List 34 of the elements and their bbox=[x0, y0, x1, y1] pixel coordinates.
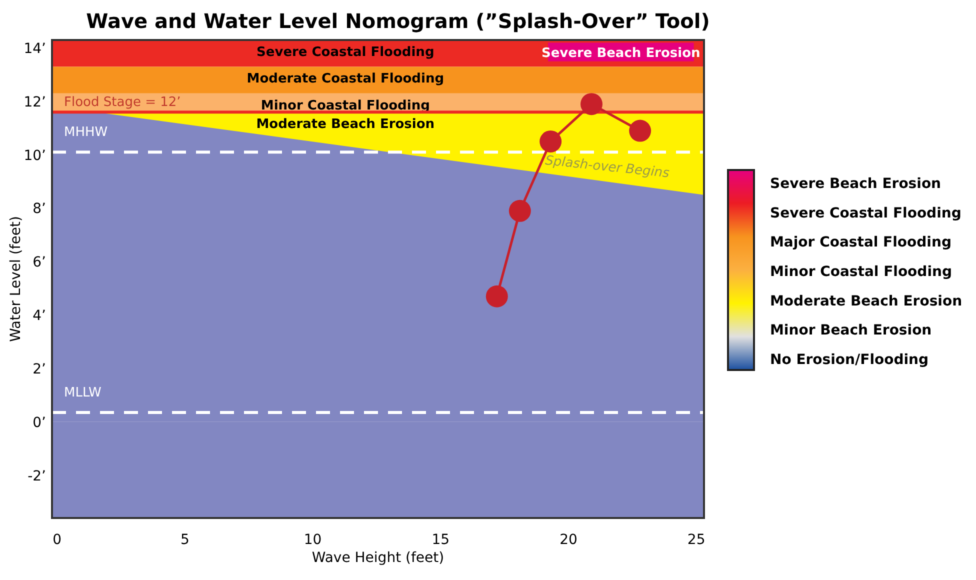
y-tick-label: 2’ bbox=[32, 361, 46, 378]
x-tick-label: 25 bbox=[687, 532, 706, 548]
x-tick-label: 20 bbox=[560, 532, 578, 548]
y-tick-label: 14’ bbox=[24, 41, 46, 58]
y-tick-label: -2’ bbox=[28, 468, 46, 484]
y-tick-label: 12’ bbox=[24, 94, 46, 110]
text: Minor Coastal Flooding bbox=[770, 264, 952, 280]
text: Minor Beach Erosion bbox=[770, 322, 932, 339]
band-label: Moderate Coastal Flooding bbox=[246, 72, 444, 87]
chart-title: Wave and Water Level Nomogram (”Splash-Over” Tool) bbox=[86, 9, 710, 33]
y-tick-label: 6’ bbox=[32, 254, 46, 271]
y-tick-label: 0’ bbox=[32, 414, 46, 431]
text: Major Coastal Flooding bbox=[770, 234, 952, 251]
annotation: Severe Beach Erosion bbox=[541, 46, 700, 62]
x-tick-label: 5 bbox=[180, 532, 190, 548]
y-axis-title: Water Level (feet) bbox=[8, 216, 24, 342]
x-tick-label: 10 bbox=[304, 532, 322, 548]
y-tick-label: 8’ bbox=[32, 201, 46, 218]
x-tick-label: 15 bbox=[432, 532, 450, 548]
band-label: Moderate Beach Erosion bbox=[256, 117, 435, 132]
annotation: Splash-over Begins bbox=[544, 153, 670, 182]
text: Severe Beach Erosion bbox=[770, 176, 942, 192]
y-tick-label: 10’ bbox=[24, 148, 46, 164]
y-tick-label: 4’ bbox=[32, 308, 46, 324]
ref-line-label: MLLW bbox=[64, 386, 102, 401]
text: Moderate Beach Erosion bbox=[770, 293, 962, 310]
text: Severe Coastal Flooding bbox=[770, 205, 962, 222]
text: No Erosion/Flooding bbox=[770, 352, 929, 368]
x-tick-label: 0 bbox=[52, 532, 62, 548]
band-label: Minor Coastal Flooding bbox=[260, 98, 430, 114]
band-label: Severe Coastal Flooding bbox=[256, 45, 434, 60]
ref-line-label: MHHW bbox=[64, 125, 108, 140]
x-axis-title: Wave Height (feet) bbox=[312, 550, 444, 566]
ref-line-label: Flood Stage = 12’ bbox=[64, 95, 181, 110]
